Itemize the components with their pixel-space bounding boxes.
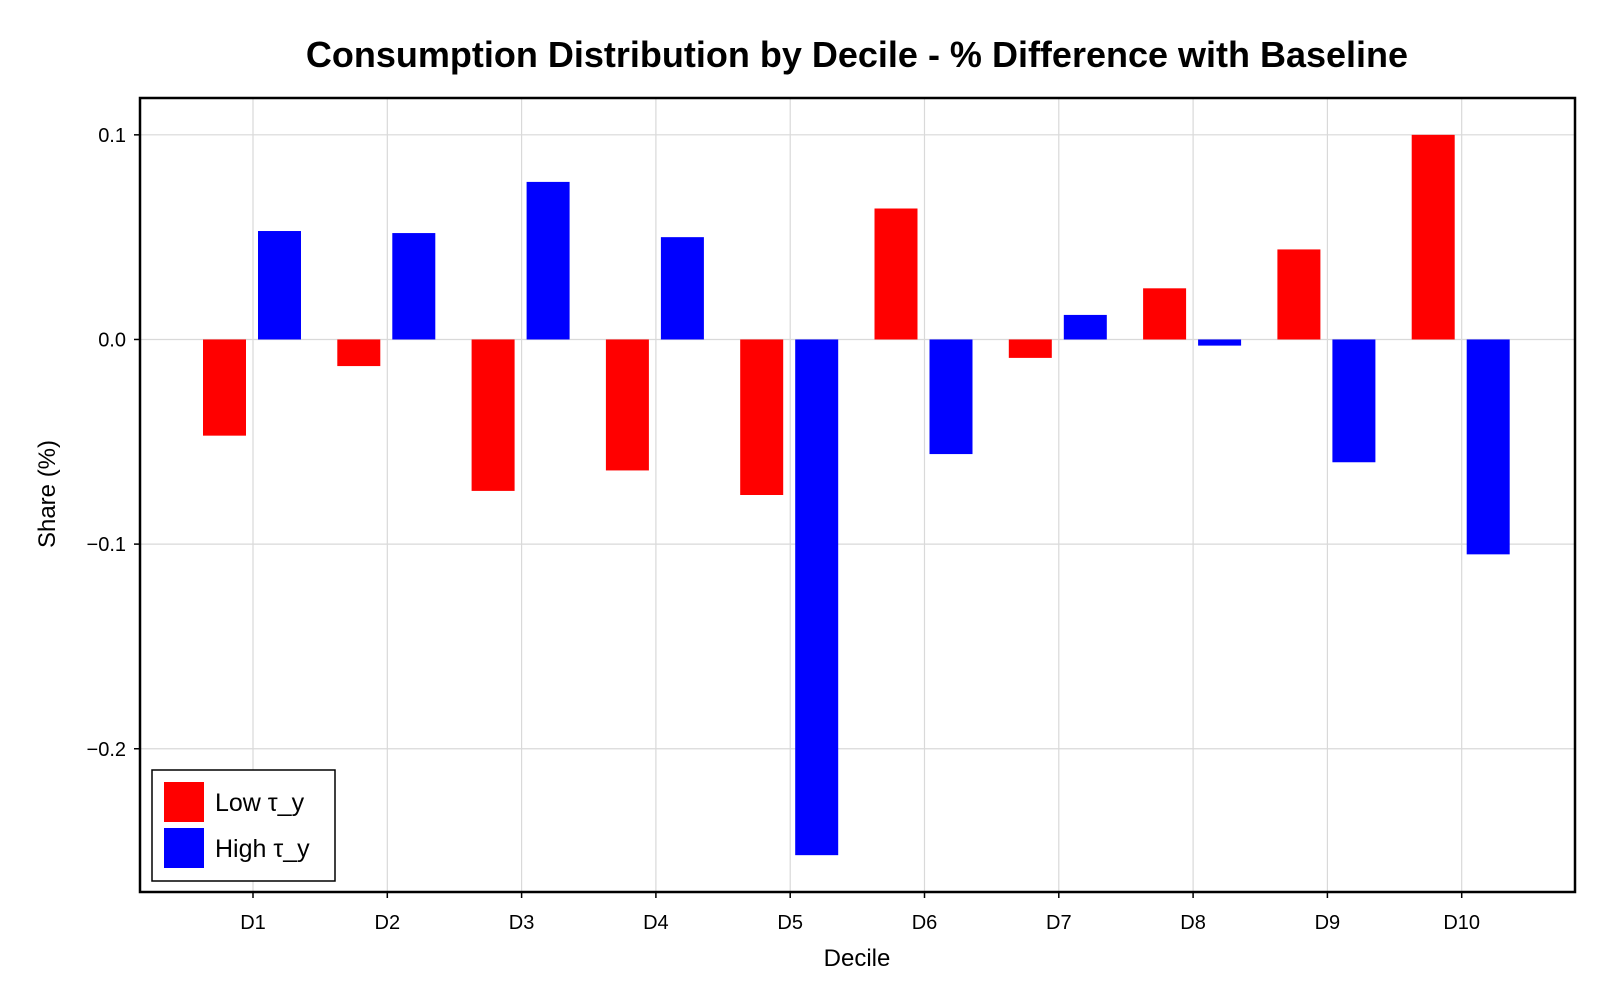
y-tick-label: 0.1	[98, 125, 126, 147]
bar-high-d1	[258, 231, 301, 340]
y-tick-label: 0.0	[98, 329, 126, 351]
bar-high-d4	[660, 237, 704, 340]
bar-high-d3	[526, 181, 570, 340]
legend-swatch-high	[164, 828, 204, 868]
grid	[140, 98, 1575, 892]
bar-high-d9	[1332, 339, 1376, 463]
x-tick-label: D7	[1046, 912, 1072, 934]
x-tick-label: D3	[509, 912, 535, 934]
axis-ticks: 0.1 0.0 −0.1 −0.2 D1 D2 D3 D4 D5 D6 D7 D8 D9 D10	[87, 125, 1481, 934]
x-tick-label: D6	[912, 912, 938, 934]
bar-low-d7	[1008, 339, 1052, 358]
x-tick-label: D1	[240, 912, 266, 934]
plot-frame	[138, 96, 1577, 894]
bar-high-d2	[392, 233, 436, 340]
bar-high-d7	[1063, 314, 1107, 340]
x-tick-label: D10	[1443, 912, 1480, 934]
bar-low-d4	[605, 339, 649, 471]
bar-low-d5	[740, 339, 784, 495]
bar-high-d6	[929, 339, 973, 455]
y-axis-label: Share (%)	[34, 440, 61, 548]
chart-title: Consumption Distribution by Decile - % D…	[306, 34, 1408, 75]
y-tick-label: −0.1	[87, 534, 126, 556]
legend: Low τ_y High τ_y	[151, 769, 336, 882]
x-tick-label: D8	[1180, 912, 1206, 934]
x-tick-label: D4	[643, 912, 669, 934]
bar-high-d8	[1198, 339, 1242, 346]
bar-low-d10	[1411, 134, 1455, 340]
bar-high-d10	[1466, 339, 1510, 555]
bar-high-d5	[795, 339, 839, 856]
bar-low-d1	[203, 339, 246, 436]
legend-label-high: High τ_y	[215, 835, 310, 863]
bar-low-d9	[1277, 249, 1321, 340]
bars	[203, 134, 1510, 856]
x-tick-label: D5	[777, 912, 803, 934]
legend-label-low: Low τ_y	[215, 789, 305, 817]
x-axis-label: Decile	[824, 945, 891, 972]
bar-low-d3	[471, 339, 515, 491]
bar-low-d2	[337, 339, 381, 367]
bar-low-d6	[874, 208, 918, 340]
x-tick-label: D2	[375, 912, 401, 934]
legend-swatch-low	[164, 782, 204, 822]
bar-low-d8	[1143, 288, 1187, 340]
y-tick-label: −0.2	[87, 739, 126, 761]
x-tick-label: D9	[1315, 912, 1341, 934]
